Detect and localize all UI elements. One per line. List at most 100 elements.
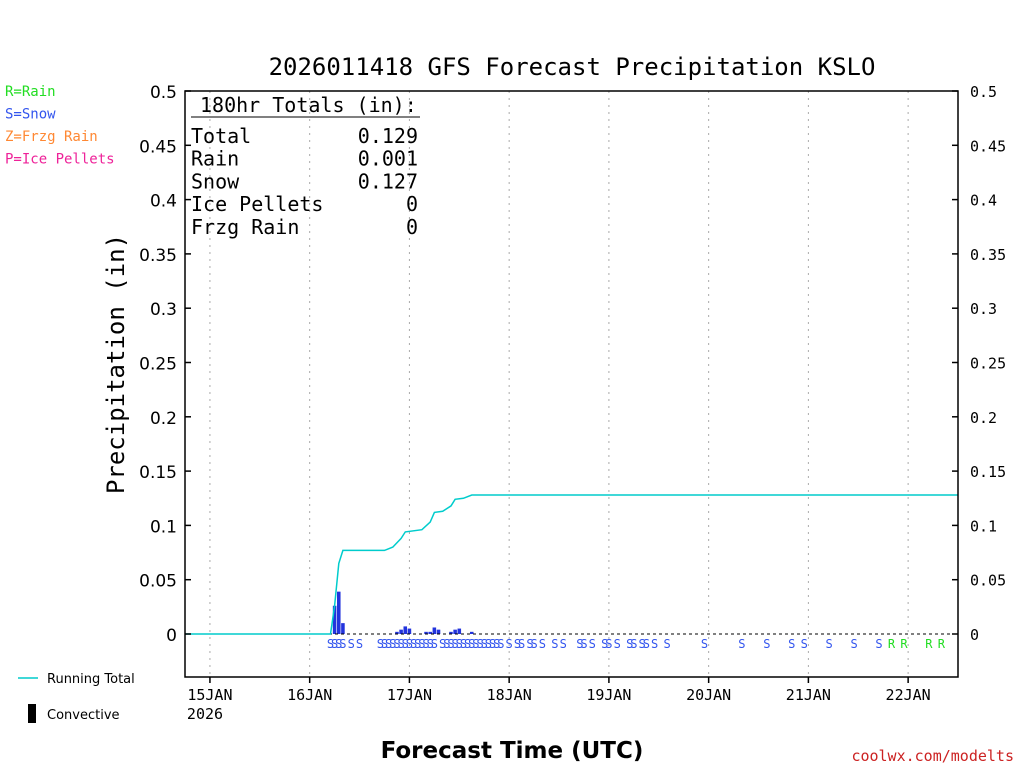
precip-type-marker-55: S	[701, 637, 708, 651]
y-tick-label-left-6: 0.3	[150, 300, 177, 320]
precip-bar-1	[336, 591, 341, 634]
precip-type-marker-37: S	[518, 637, 525, 651]
precip-bar-14	[469, 631, 474, 634]
precip-type-marker-27: S	[468, 637, 475, 651]
precip-type-marker-2: S	[335, 637, 342, 651]
precip-type-marker-63: R	[888, 637, 896, 651]
precip-type-marker-29: S	[476, 637, 483, 651]
precip-type-marker-49: S	[626, 637, 633, 651]
precip-bar-4	[399, 629, 403, 634]
convective-legend-swatch	[28, 704, 36, 723]
precip-bar-7	[424, 631, 428, 634]
precip-type-marker-52: S	[643, 637, 650, 651]
precip-type-legend-item-2: Z=Frzg Rain	[5, 129, 98, 145]
x-tick-sublabel-0: 2026	[187, 705, 223, 723]
precip-type-marker-9: S	[389, 637, 396, 651]
precip-type-legend-item-0: R=Rain	[5, 84, 56, 100]
precip-bar-3	[395, 631, 399, 634]
series-legend: Running Total Convective	[18, 672, 135, 723]
x-tick-label-7: 22JAN	[886, 686, 931, 704]
x-tick-label-2: 17JAN	[387, 686, 432, 704]
precip-type-marker-48: S	[614, 637, 621, 651]
precip-type-marker-12: S	[402, 637, 409, 651]
y-tick-label-right-3: 0.15	[970, 463, 1006, 481]
precip-type-marker-65: R	[925, 637, 933, 651]
precip-type-legend-item-3: P=Ice Pellets	[5, 152, 115, 168]
precip-type-marker-35: S	[506, 637, 513, 651]
precip-type-marker-36: S	[514, 637, 521, 651]
precip-type-marker-3: S	[339, 637, 346, 651]
precip-type-marker-43: S	[576, 637, 583, 651]
y-tick-label-right-2: 0.1	[970, 517, 997, 535]
y-tick-label-right-0: 0	[970, 626, 979, 644]
y-tick-label-left-3: 0.15	[139, 463, 177, 483]
precip-type-legend-item-1: S=Snow	[5, 107, 56, 123]
precip-bar-0	[332, 605, 337, 634]
precip-type-marker-44: S	[580, 637, 587, 651]
precip-bar-11	[449, 631, 453, 634]
precip-type-marker-25: S	[460, 637, 467, 651]
precip-type-marker-19: S	[431, 637, 438, 651]
precip-type-marker-58: S	[788, 637, 795, 651]
totals-label-2: Snow	[191, 169, 240, 193]
y-axis-label: Precipitation (in)	[102, 234, 130, 494]
y-tick-label-right-8: 0.4	[970, 192, 997, 210]
precip-type-marker-39: S	[530, 637, 537, 651]
y-tick-label-left-5: 0.25	[139, 355, 177, 375]
precip-type-marker-23: S	[452, 637, 459, 651]
precip-bar-6	[407, 628, 412, 634]
totals-box: 180hr Totals (in): Total 0.129 Rain 0.001 Sn…	[191, 93, 420, 239]
totals-value-1: 0.001	[358, 147, 418, 171]
precip-type-marker-61: S	[850, 637, 857, 651]
y-tick-label-right-7: 0.35	[970, 246, 1006, 264]
precip-bar-10	[436, 629, 441, 634]
precip-type-marker-50: S	[630, 637, 637, 651]
x-tick-label-0: 15JAN	[187, 686, 232, 704]
x-tick-label-6: 21JAN	[786, 686, 831, 704]
y-axis-left: 0 0.05 0.1 0.15 0.2 0.25 0.3 0.35 0.4 0.45 0.5	[139, 83, 191, 646]
y-tick-label-right-4: 0.2	[970, 409, 997, 427]
precip-type-marker-0: S	[327, 637, 334, 651]
totals-value-3: 0	[406, 192, 418, 216]
precip-type-marker-8: S	[385, 637, 392, 651]
precip-bar-13	[457, 628, 462, 634]
y-tick-label-left-1: 0.05	[139, 572, 177, 592]
precip-type-marker-59: S	[801, 637, 808, 651]
precip-type-marker-17: S	[422, 637, 429, 651]
precip-type-marker-53: S	[651, 637, 658, 651]
y-tick-label-right-10: 0.5	[970, 83, 997, 101]
precip-type-legend: R=Rain S=Snow Z=Frzg Rain P=Ice Pellets	[5, 84, 115, 168]
precip-type-marker-47: S	[605, 637, 612, 651]
precip-type-marker-26: S	[464, 637, 471, 651]
y-tick-label-right-1: 0.05	[970, 572, 1006, 590]
precip-type-marker-66: R	[938, 637, 946, 651]
y-axis-right: 0 0.05 0.1 0.15 0.2 0.25 0.3 0.35 0.4 0.45 0.5	[952, 83, 1006, 644]
x-tick-label-4: 19JAN	[586, 686, 631, 704]
x-tick-label-5: 20JAN	[686, 686, 731, 704]
precip-bar-5	[403, 626, 408, 634]
y-tick-label-left-2: 0.1	[150, 517, 177, 537]
precip-type-marker-33: S	[493, 637, 500, 651]
plot-frame	[184, 90, 959, 678]
running-total-line	[185, 494, 958, 635]
x-axis-label: Forecast Time (UTC)	[381, 738, 644, 764]
precip-type-marker-6: S	[377, 637, 384, 651]
precip-type-marker-15: S	[414, 637, 421, 651]
precip-type-marker-41: S	[551, 637, 558, 651]
precip-bar-12	[453, 629, 457, 634]
precip-bar-2	[341, 623, 345, 634]
precip-type-marker-30: S	[481, 637, 488, 651]
precip-type-marker-11: S	[397, 637, 404, 651]
precip-type-marker-10: S	[393, 637, 400, 651]
totals-label-3: Ice Pellets	[191, 192, 323, 216]
precip-type-marker-45: S	[589, 637, 596, 651]
precip-type-marker-56: S	[738, 637, 745, 651]
precip-type-marker-28: S	[472, 637, 479, 651]
precip-type-marker-1: S	[331, 637, 338, 651]
y-tick-label-left-0: 0	[166, 626, 177, 646]
footer-credit: coolwx.com/modelts	[851, 747, 1014, 765]
y-tick-label-right-9: 0.45	[970, 137, 1006, 155]
